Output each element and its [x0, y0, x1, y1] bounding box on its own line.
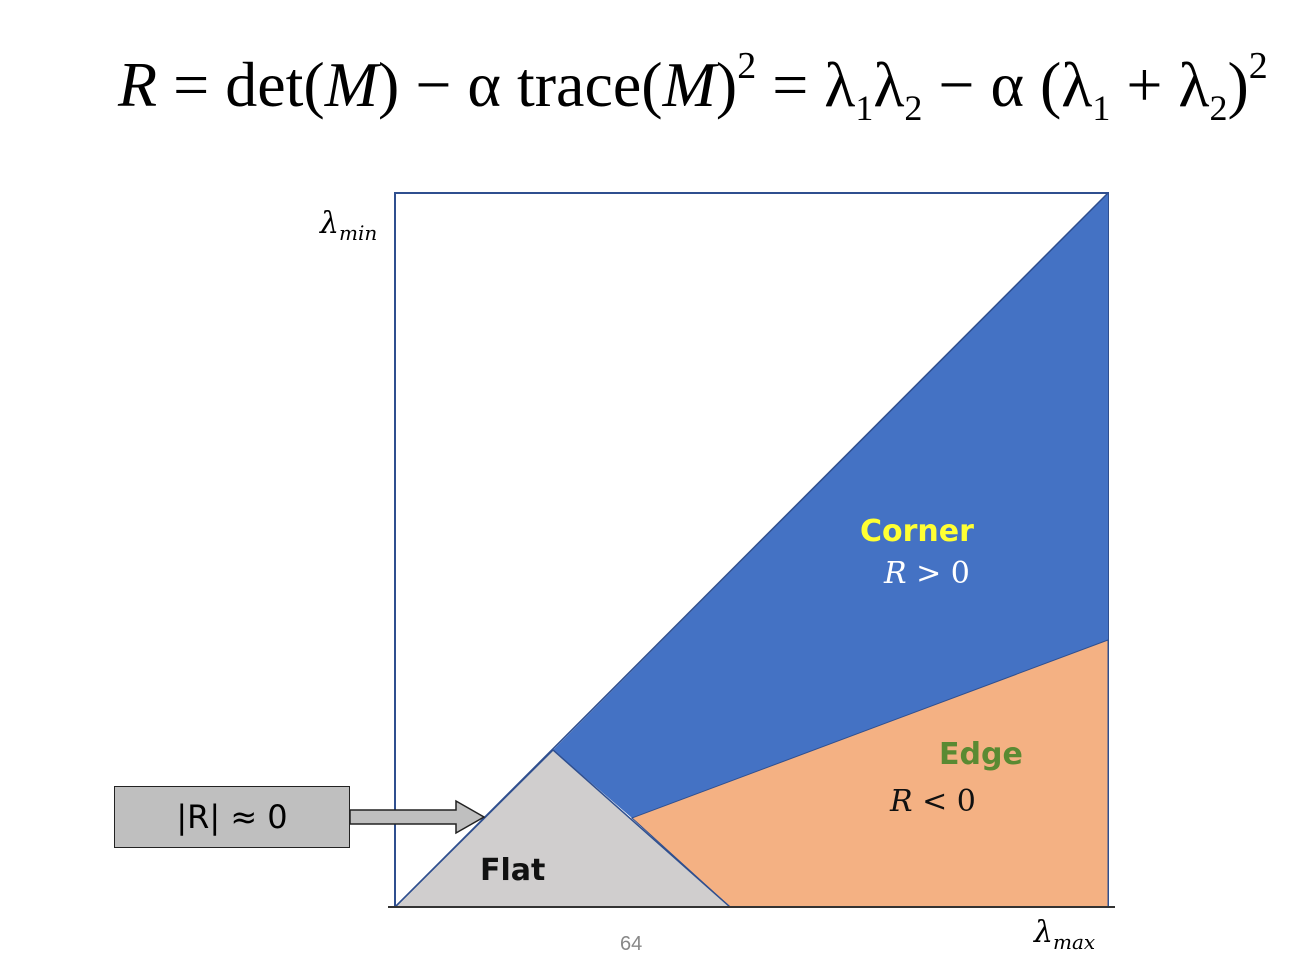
callout-arrow	[349, 799, 486, 835]
y-axis-label: λmin	[320, 206, 378, 245]
callout-box: |R| ≈ 0	[114, 786, 350, 848]
edge-condition: R < 0	[890, 784, 976, 819]
x-axis-label: λmax	[1034, 915, 1096, 954]
corner-label: Corner	[860, 514, 974, 549]
corner-condition: R > 0	[884, 556, 970, 591]
edge-label: Edge	[939, 737, 1023, 772]
callout-text: |R| ≈ 0	[176, 798, 288, 836]
corner-region	[553, 193, 1108, 818]
harris-response-formula: R = det(M) − α trace(M)2 = λ1λ2 − α (λ1 …	[118, 44, 1268, 128]
page-number: 64	[620, 933, 643, 955]
diagonal-line	[394, 192, 1109, 908]
flat-label: Flat	[480, 853, 546, 888]
